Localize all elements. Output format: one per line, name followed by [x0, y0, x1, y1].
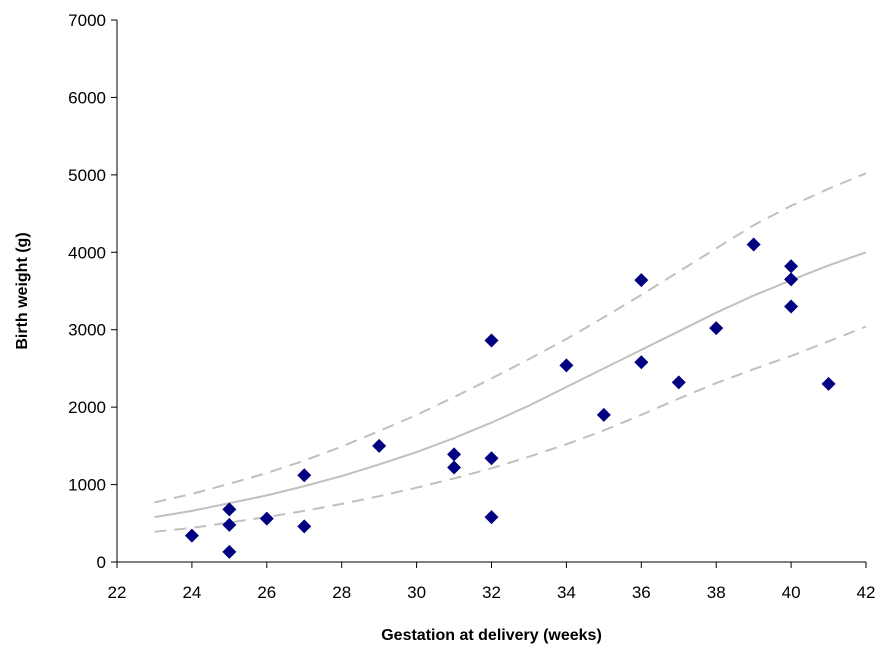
fit-curve: [154, 251, 867, 519]
x-tick-label: 30: [407, 583, 426, 602]
data-point: [484, 510, 499, 525]
y-tick-label: 3000: [68, 321, 106, 340]
data-point: [746, 237, 761, 252]
y-tick-label: 4000: [68, 243, 106, 262]
x-axis-title: Gestation at delivery (weeks): [381, 627, 602, 644]
data-point: [634, 355, 649, 370]
data-point: [184, 528, 199, 543]
x-axis-ticks: 22 24 26 28 30 32 34 36 38 40 42: [108, 562, 876, 602]
data-point: [821, 376, 836, 391]
y-tick-label: 5000: [68, 166, 106, 185]
data-point: [671, 375, 686, 390]
data-point: [222, 544, 237, 559]
data-point: [559, 358, 574, 373]
data-point: [259, 511, 274, 526]
x-tick-label: 38: [707, 583, 726, 602]
x-tick-label: 32: [482, 583, 501, 602]
x-tick-label: 22: [108, 583, 127, 602]
data-point: [447, 447, 462, 462]
data-point: [784, 259, 799, 274]
data-point: [634, 273, 649, 288]
y-axis-title: Birth weight (g): [14, 232, 31, 349]
data-point: [447, 460, 462, 475]
y-tick-label: 6000: [68, 88, 106, 107]
y-tick-label: 1000: [68, 476, 106, 495]
x-tick-label: 42: [857, 583, 876, 602]
upper-bound-curve: [154, 172, 867, 504]
data-point: [484, 333, 499, 348]
data-point: [222, 502, 237, 517]
data-point: [784, 299, 799, 314]
data-points: [184, 237, 836, 559]
axes: [116, 20, 866, 563]
data-point: [297, 519, 312, 534]
x-tick-label: 40: [782, 583, 801, 602]
data-point: [596, 407, 611, 422]
y-tick-label: 2000: [68, 398, 106, 417]
x-tick-label: 24: [182, 583, 201, 602]
y-axis-ticks: 0 1000 2000 3000 4000 5000 6000 7000: [68, 11, 117, 572]
x-tick-label: 34: [557, 583, 576, 602]
x-tick-label: 36: [632, 583, 651, 602]
x-tick-label: 28: [332, 583, 351, 602]
data-point: [709, 321, 724, 336]
lower-bound-curve: [154, 325, 867, 533]
data-point: [372, 438, 387, 453]
y-tick-label: 0: [97, 553, 106, 572]
y-tick-label: 7000: [68, 11, 106, 30]
x-tick-label: 26: [257, 583, 276, 602]
data-point: [222, 517, 237, 532]
data-point: [784, 272, 799, 287]
fit-curves: [154, 172, 867, 533]
data-point: [297, 468, 312, 483]
data-point: [484, 451, 499, 466]
